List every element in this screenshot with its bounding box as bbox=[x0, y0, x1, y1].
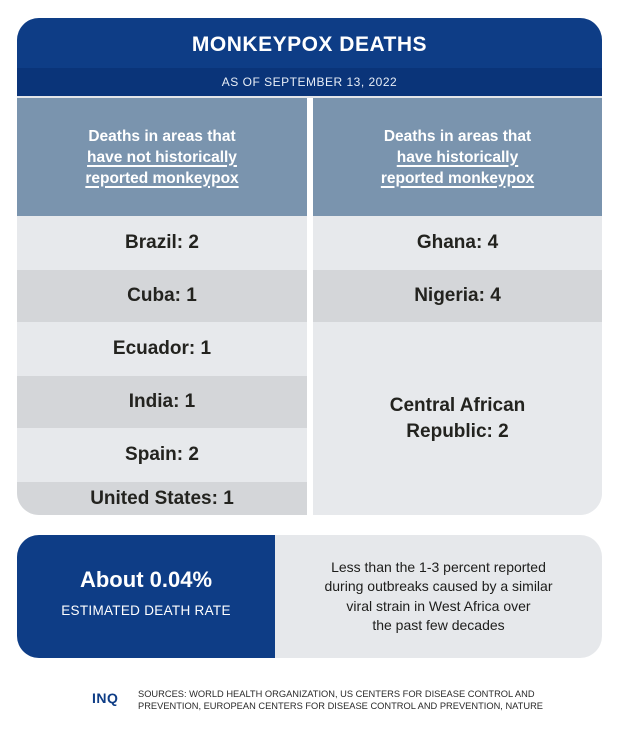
rate-note-line2: during outbreaks caused by a similar bbox=[324, 578, 553, 594]
page-title: MONKEYPOX DEATHS bbox=[17, 18, 602, 68]
left-header-line1: Deaths in areas that bbox=[88, 127, 236, 145]
column-divider bbox=[307, 98, 313, 515]
car-line2: Republic: 2 bbox=[406, 420, 509, 442]
left-header-line3: reported monkeypox bbox=[85, 169, 239, 187]
footer: INQ SOURCES: WORLD HEALTH ORGANIZATION, … bbox=[92, 688, 562, 718]
date-subtitle: AS OF SEPTEMBER 13, 2022 bbox=[17, 68, 602, 96]
rate-note-line1: Less than the 1-3 percent reported bbox=[331, 558, 546, 575]
table-row: Brazil: 2 bbox=[17, 216, 307, 270]
rate-note-line3: viral strain in West Africa over bbox=[346, 597, 531, 614]
right-column-header: Deaths in areas that have historically r… bbox=[313, 98, 602, 216]
sources-text: SOURCES: WORLD HEALTH ORGANIZATION, US C… bbox=[138, 688, 558, 712]
table-row: Nigeria: 4 bbox=[313, 270, 602, 322]
right-header-line3: reported monkeypox bbox=[380, 169, 535, 187]
table-row: Central African Republic: 2 bbox=[313, 322, 602, 515]
table-row: United States: 1 bbox=[17, 482, 307, 515]
deaths-table-card: MONKEYPOX DEATHS AS OF SEPTEMBER 13, 202… bbox=[17, 18, 602, 515]
right-header-line2: have historically bbox=[396, 148, 519, 166]
right-header-line1: Deaths in areas that bbox=[383, 127, 532, 145]
inq-logo: INQ bbox=[92, 690, 119, 706]
left-header-line2: have not historically bbox=[87, 148, 237, 166]
rate-note-line4: the past few decades bbox=[372, 617, 505, 633]
sources-line2: PREVENTION, EUROPEAN CENTERS FOR DISEASE… bbox=[138, 701, 543, 711]
car-line1: Central African bbox=[389, 394, 526, 416]
table-row: Spain: 2 bbox=[17, 428, 307, 482]
rate-label: ESTIMATED DEATH RATE bbox=[61, 603, 231, 618]
rate-panel: About 0.04% ESTIMATED DEATH RATE bbox=[17, 535, 275, 658]
sources-line1: SOURCES: WORLD HEALTH ORGANIZATION, US C… bbox=[138, 689, 535, 699]
left-column-header: Deaths in areas that have not historical… bbox=[17, 98, 307, 216]
rate-note: Less than the 1-3 percent reported durin… bbox=[275, 535, 602, 658]
table-row: Cuba: 1 bbox=[17, 270, 307, 322]
table-row: India: 1 bbox=[17, 376, 307, 428]
rate-value: About 0.04% bbox=[79, 567, 213, 592]
table-row: Ecuador: 1 bbox=[17, 322, 307, 376]
death-rate-card: About 0.04% ESTIMATED DEATH RATE Less th… bbox=[17, 535, 602, 658]
table-row: Ghana: 4 bbox=[313, 216, 602, 270]
